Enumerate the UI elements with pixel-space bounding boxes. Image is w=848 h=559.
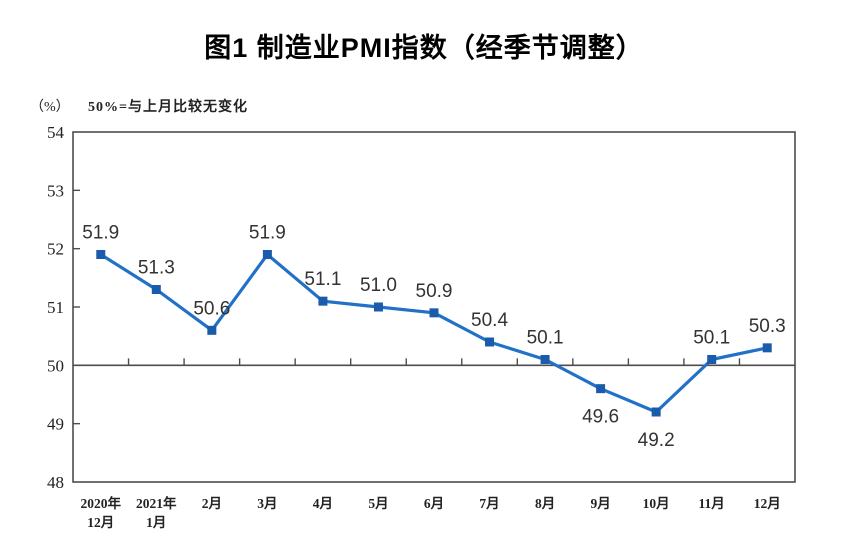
y-axis-tick-label: 50 <box>47 356 64 375</box>
chart-subtitle: 50%=与上月比较无变化 <box>88 100 248 115</box>
x-axis-category-label: 12月 <box>754 496 781 511</box>
y-axis-tick-label: 53 <box>47 181 64 200</box>
x-axis-category-label: 10月 <box>643 496 670 511</box>
x-axis-category-label: 2月 <box>202 496 222 511</box>
y-axis-tick-label: 51 <box>47 298 64 317</box>
data-point-marker <box>207 325 217 335</box>
x-axis-category-label: 9月 <box>590 496 610 511</box>
data-point-label: 51.1 <box>304 269 341 290</box>
y-axis-tick-label: 54 <box>47 123 65 142</box>
data-point-label: 49.6 <box>582 407 619 428</box>
data-point-marker <box>373 302 383 312</box>
data-point-marker <box>262 250 272 259</box>
data-point-label: 50.6 <box>193 298 230 319</box>
x-axis-category-label: 2021年 <box>136 495 177 511</box>
data-point-marker <box>96 250 106 259</box>
x-axis-category-label: 7月 <box>479 496 499 511</box>
data-point-marker <box>540 355 550 364</box>
data-point-marker <box>151 285 161 294</box>
data-point-marker <box>318 296 328 306</box>
data-point-marker <box>596 384 606 394</box>
y-axis-tick-label: 49 <box>47 415 64 434</box>
x-axis-category-label: 6月 <box>424 496 444 511</box>
x-axis-category-label: 5月 <box>368 496 388 511</box>
data-point-label: 50.3 <box>749 316 786 337</box>
x-axis-category-label: 2020年 <box>81 495 122 511</box>
data-point-marker <box>429 308 439 318</box>
data-point-label: 51.9 <box>249 223 286 244</box>
pmi-series-line <box>99 252 768 414</box>
data-point-label: 49.2 <box>638 430 675 451</box>
data-point-label: 50.9 <box>416 281 453 302</box>
data-point-label: 50.1 <box>527 328 564 349</box>
data-point-marker <box>651 407 661 417</box>
data-point-label: 51.0 <box>360 275 397 296</box>
data-point-marker <box>762 343 772 353</box>
x-axis-category-label: 8月 <box>535 496 555 511</box>
chart-title: 图1 制造业PMI指数（经季节调整） <box>204 33 644 63</box>
data-point-marker <box>485 337 495 347</box>
data-point-label: 51.9 <box>82 223 119 244</box>
data-point-label: 51.3 <box>138 258 175 279</box>
x-axis-category-label: 3月 <box>257 496 277 511</box>
x-axis-category-label: 11月 <box>699 496 725 511</box>
y-axis-tick-label: 52 <box>47 240 64 259</box>
y-axis-tick-label: 48 <box>47 473 64 492</box>
x-axis-category-label: 12月 <box>87 515 114 530</box>
data-point-label: 50.4 <box>471 310 508 331</box>
y-axis-unit-label: （%） <box>30 100 70 115</box>
x-axis-category-label: 1月 <box>146 515 166 530</box>
x-axis-category-label: 4月 <box>313 496 333 511</box>
data-point-label: 50.1 <box>693 328 730 349</box>
data-point-marker <box>707 355 717 364</box>
